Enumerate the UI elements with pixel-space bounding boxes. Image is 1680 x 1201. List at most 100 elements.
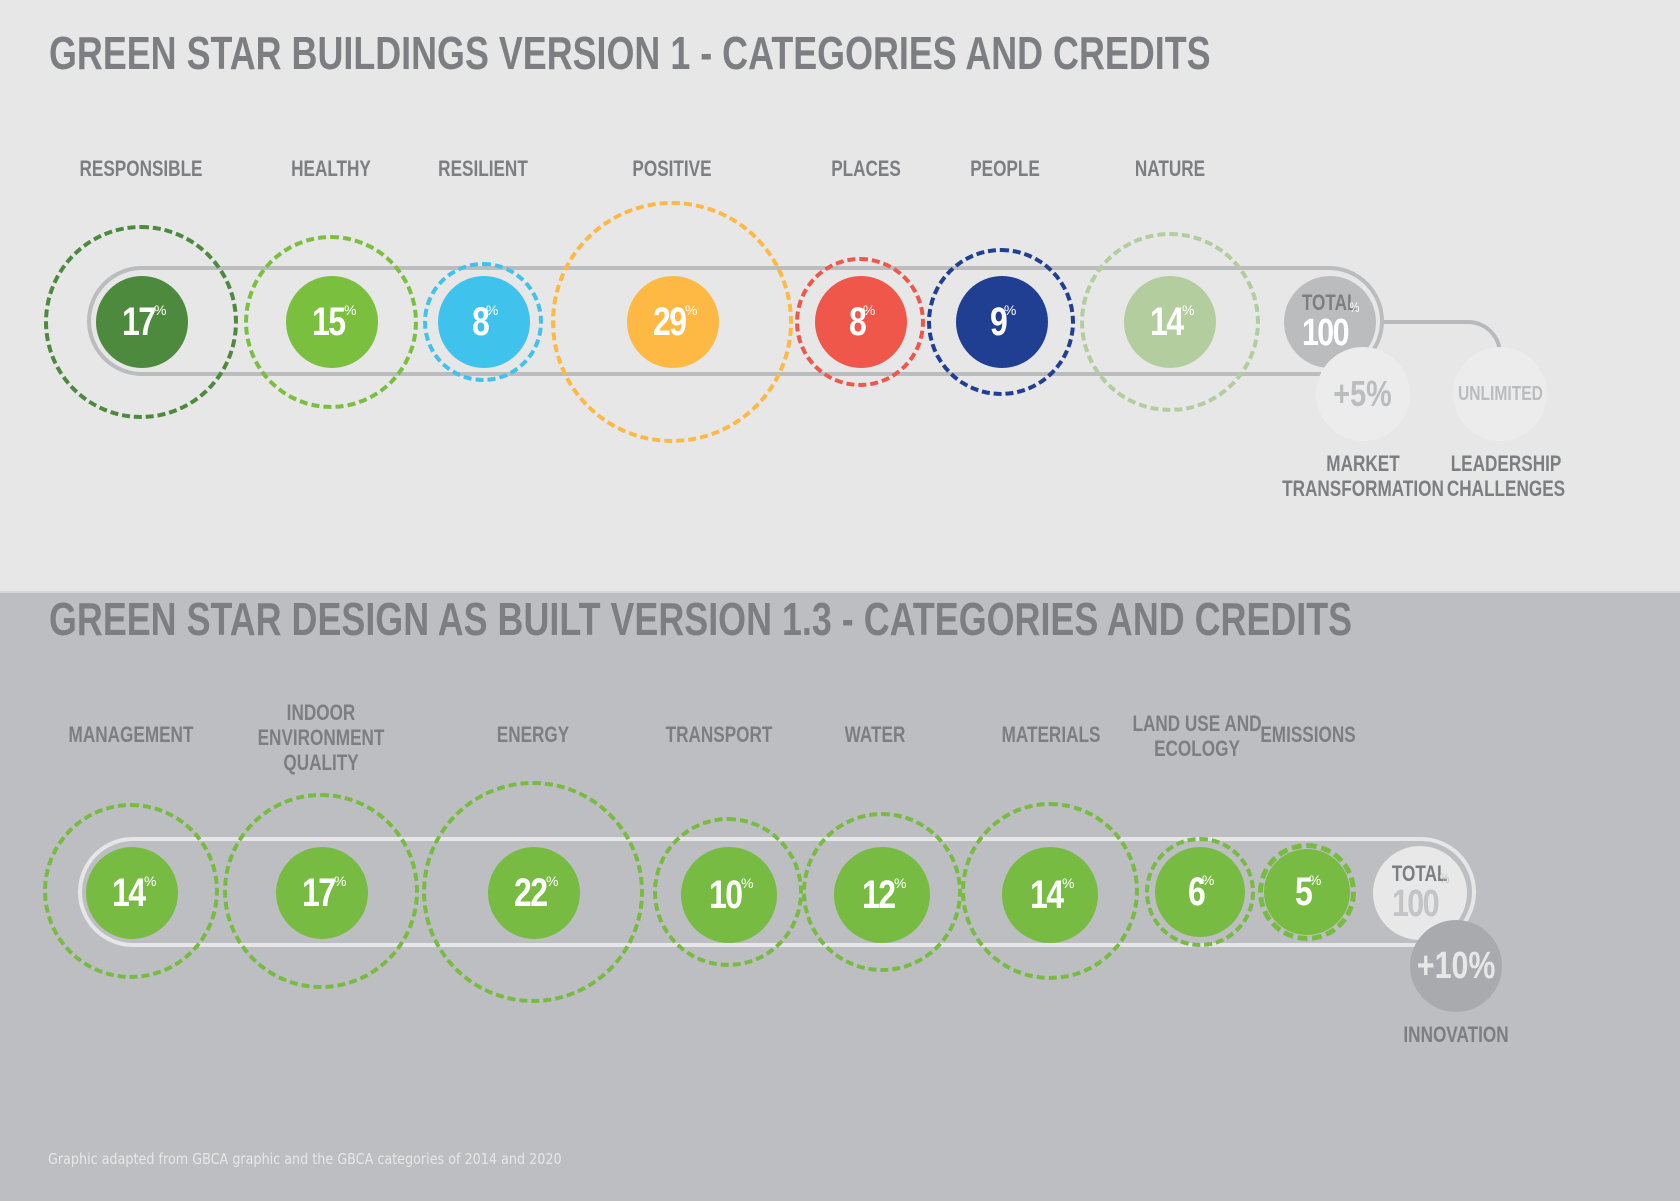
ring-places <box>795 257 925 387</box>
pct-sign: % <box>685 302 698 318</box>
pct-sign: % <box>144 873 157 889</box>
value-energy: 22 <box>513 870 548 915</box>
dot-healthy: 15% <box>286 276 378 368</box>
ring-emissions <box>1258 843 1356 941</box>
ring-energy <box>422 781 644 1003</box>
label-line: LEADERSHIP <box>1450 451 1562 476</box>
bottom-title: GREEN STAR DESIGN AS BUILT VERSION 1.3 -… <box>49 593 1353 645</box>
pct-sign: % <box>1003 302 1017 318</box>
value-resilient: 8 <box>471 299 490 344</box>
label-resilient: RESILIENT <box>438 156 528 181</box>
total-label: TOTAL <box>1392 861 1448 886</box>
value-water: 12 <box>861 872 896 917</box>
ring-transport <box>653 817 803 967</box>
label-materials: MATERIALS <box>1001 722 1101 747</box>
value-places: 8 <box>848 299 867 344</box>
dot-materials: 14% <box>1002 847 1098 943</box>
label-line: ECOLOGY <box>1154 736 1240 761</box>
label-people: PEOPLE <box>970 156 1040 181</box>
footnote: Graphic adapted from GBCA graphic and th… <box>48 1150 562 1168</box>
ring-materials <box>961 802 1139 980</box>
ring-management <box>43 803 219 979</box>
dot-places: 8% <box>815 276 907 368</box>
pct-sign: % <box>1439 870 1450 886</box>
pct-sign: % <box>1201 872 1215 888</box>
top-title: GREEN STAR BUILDINGS VERSION 1 - CATEGOR… <box>49 27 1211 79</box>
ring-land-use-and-ecology <box>1145 837 1255 947</box>
label-land-use-and-ecology: LAND USE AND ECOLOGY <box>1132 711 1261 761</box>
label-line: INDOOR <box>286 700 356 725</box>
value-emissions: 5 <box>1294 869 1313 914</box>
label-positive: POSITIVE <box>632 156 712 181</box>
label-line: LAND USE AND <box>1132 711 1262 736</box>
label-management: MANAGEMENT <box>68 722 194 747</box>
pct-sign: % <box>546 873 559 889</box>
total-value: 100% <box>1302 300 1360 354</box>
dot-indoor-environment-quality: 17% <box>276 847 368 939</box>
label-water: WATER <box>844 722 906 747</box>
dot-transport: 10% <box>681 847 777 943</box>
value-people: 9 <box>989 299 1008 344</box>
ring-indoor-environment-quality <box>223 793 419 989</box>
value-land-use-and-ecology: 6 <box>1187 869 1206 914</box>
pct-sign: % <box>1182 302 1195 318</box>
value-responsible: 17 <box>121 299 156 344</box>
ring-responsible <box>44 225 238 419</box>
dot-energy: 22% <box>488 847 580 939</box>
value-materials: 14 <box>1029 872 1064 917</box>
dot-resilient: 8% <box>438 276 530 368</box>
total-label: TOTAL <box>1302 290 1358 315</box>
pct-sign: % <box>1308 872 1322 888</box>
innovation-value: +10% <box>1416 944 1496 987</box>
label-emissions: EMISSIONS <box>1260 722 1356 747</box>
dot-water: 12% <box>834 847 930 943</box>
pct-sign: % <box>344 302 357 318</box>
total-number: 100 <box>1302 312 1350 354</box>
value-transport: 10 <box>708 872 743 917</box>
total-value: 100% <box>1392 871 1450 925</box>
label-innovation: INNOVATION <box>1403 1022 1509 1047</box>
leadership-challenges-value: UNLIMITED <box>1457 382 1543 405</box>
label-transport: TRANSPORT <box>665 722 773 747</box>
value-nature: 14 <box>1149 299 1184 344</box>
market-transformation-dot: +5% <box>1316 347 1410 441</box>
label-indoor-environment-quality: INDOOR ENVIRONMENT QUALITY <box>258 700 385 775</box>
value-indoor-environment-quality: 17 <box>301 870 336 915</box>
dot-positive: 29% <box>627 276 719 368</box>
dot-responsible: 17% <box>96 276 188 368</box>
pct-sign: % <box>1349 299 1360 315</box>
dot-management: 14% <box>86 847 178 939</box>
dot-emissions: 5% <box>1264 849 1350 935</box>
pct-sign: % <box>862 302 876 318</box>
pct-sign: % <box>741 875 754 891</box>
leadership-challenges-dot: UNLIMITED <box>1453 347 1547 441</box>
total-number: 100 <box>1392 883 1440 925</box>
ring-healthy <box>244 235 418 409</box>
label-line: QUALITY <box>283 750 359 775</box>
label-line: TRANSFORMATION <box>1282 476 1444 501</box>
pct-sign: % <box>894 875 907 891</box>
pct-sign: % <box>485 302 499 318</box>
label-responsible: RESPONSIBLE <box>79 156 203 181</box>
dot-people: 9% <box>956 276 1048 368</box>
dot-nature: 14% <box>1124 276 1216 368</box>
label-leadership-challenges: LEADERSHIP CHALLENGES <box>1447 451 1565 501</box>
value-positive: 29 <box>652 299 687 344</box>
dot-land-use-and-ecology: 6% <box>1155 847 1245 937</box>
label-healthy: HEALTHY <box>291 156 371 181</box>
label-places: PLACES <box>831 156 901 181</box>
ring-positive <box>551 201 793 443</box>
pct-sign: % <box>334 873 347 889</box>
total-dot-top: TOTAL 100% <box>1284 276 1376 368</box>
innovation-dot: +10% <box>1410 920 1502 1012</box>
label-energy: ENERGY <box>496 722 570 747</box>
market-transformation-value: +5% <box>1333 373 1393 414</box>
pct-sign: % <box>154 302 167 318</box>
ring-water <box>802 812 962 972</box>
pct-sign: % <box>1062 875 1075 891</box>
label-line: MARKET <box>1326 451 1400 476</box>
ring-nature <box>1080 232 1260 412</box>
label-nature: NATURE <box>1134 156 1206 181</box>
value-management: 14 <box>111 870 146 915</box>
ring-people <box>927 248 1075 396</box>
